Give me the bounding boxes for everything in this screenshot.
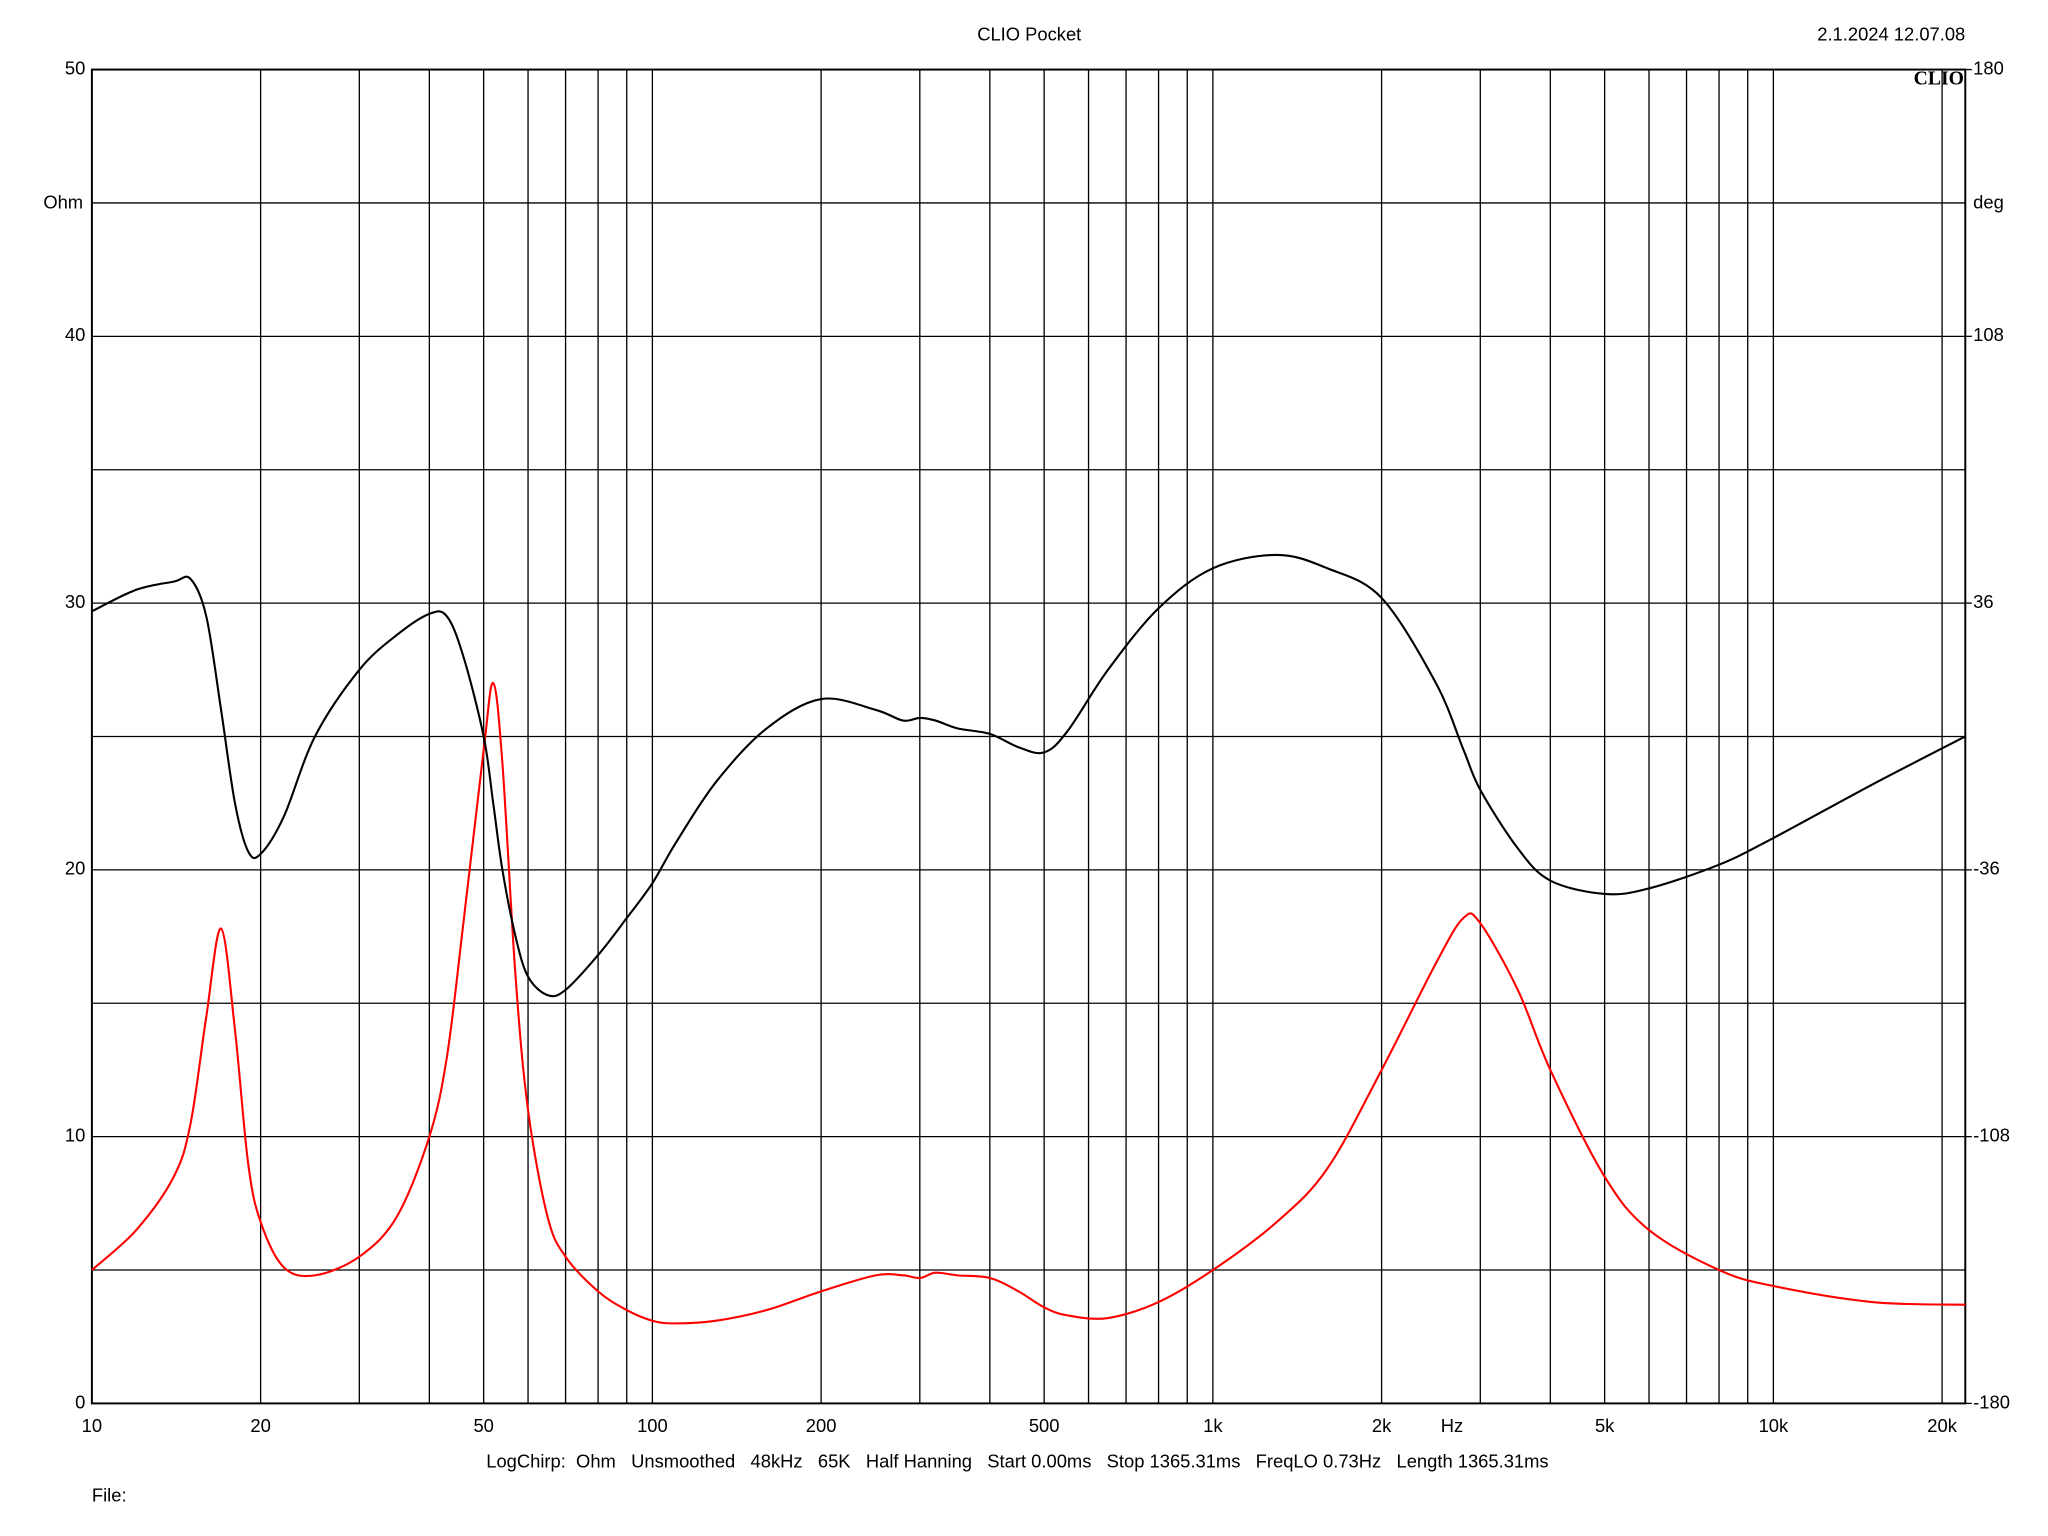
x-tick-label: 10 — [82, 1415, 102, 1436]
x-tick-label: 20 — [250, 1415, 270, 1436]
x-tick-label: 20k — [1927, 1415, 1957, 1436]
y2-tick-label: 36 — [1973, 591, 1993, 612]
y-tick-label: 30 — [65, 591, 85, 612]
y2-tick-label: 108 — [1973, 324, 2004, 345]
x-tick-label: 100 — [637, 1415, 668, 1436]
x-tick-label: 50 — [473, 1415, 493, 1436]
x-tick-label: 5k — [1595, 1415, 1615, 1436]
y-tick-label: 10 — [65, 1124, 85, 1145]
y2-tick-label: 180 — [1973, 57, 2004, 78]
y-tick-label: 50 — [65, 57, 85, 78]
footer: LogChirp: Ohm Unsmoothed 48kHz 65K Half … — [486, 1450, 1548, 1471]
y-axis-label: Ohm — [43, 191, 83, 212]
y2-tick-label: -36 — [1973, 858, 2000, 879]
y-tick-label: 0 — [75, 1391, 85, 1412]
x-tick-label: 1k — [1203, 1415, 1223, 1436]
file-label: File: — [92, 1484, 127, 1505]
y-tick-label: 20 — [65, 858, 85, 879]
timestamp: 2.1.2024 12.07.08 — [1817, 23, 1965, 44]
x-axis-label: Hz — [1441, 1415, 1463, 1436]
logo: CLIO — [1914, 68, 1964, 90]
x-tick-label: 500 — [1029, 1415, 1060, 1436]
y2-tick-label: -180 — [1973, 1391, 2010, 1412]
series-line — [91, 682, 1966, 1325]
series-line — [91, 553, 1966, 998]
y2-axis-label: deg — [1973, 191, 2004, 212]
y2-tick-label: -108 — [1973, 1124, 2010, 1145]
x-tick-label: 200 — [806, 1415, 837, 1436]
x-tick-label: 2k — [1372, 1415, 1392, 1436]
x-tick-label: 10k — [1759, 1415, 1789, 1436]
y-tick-label: 40 — [65, 324, 85, 345]
chart-title: CLIO Pocket — [977, 23, 1081, 44]
